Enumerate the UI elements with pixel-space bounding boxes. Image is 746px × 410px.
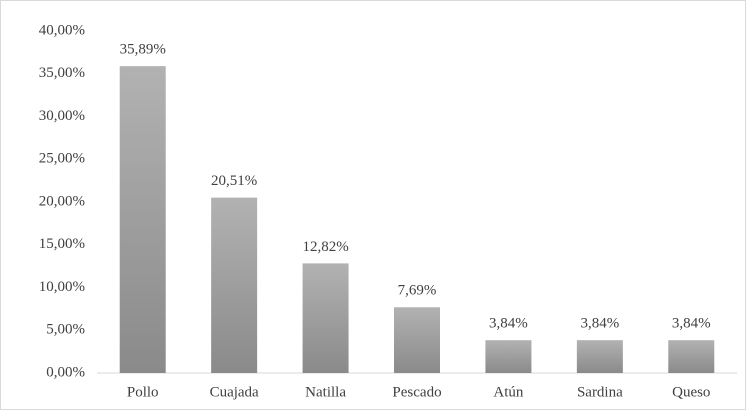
y-tick-label: 25,00% <box>39 151 85 167</box>
data-label: 20,51% <box>211 173 257 189</box>
y-tick-label: 20,00% <box>39 193 85 209</box>
y-tick-label: 40,00% <box>39 22 85 38</box>
x-tick-label: Pescado <box>392 384 441 400</box>
y-tick-label: 30,00% <box>39 108 85 124</box>
data-label: 7,69% <box>398 283 437 299</box>
y-tick-label: 15,00% <box>39 236 85 252</box>
bar <box>485 340 532 373</box>
y-tick-label: 0,00% <box>46 364 85 380</box>
data-label: 12,82% <box>302 239 348 255</box>
x-tick-label: Sardina <box>577 384 623 400</box>
data-label: 3,84% <box>489 316 528 332</box>
bar <box>394 307 440 373</box>
y-tick-label: 10,00% <box>39 279 85 295</box>
x-tick-label: Pollo <box>127 384 159 400</box>
data-label: 35,89% <box>120 42 166 58</box>
data-label: 3,84% <box>580 316 619 332</box>
bar <box>576 340 623 373</box>
bar <box>302 263 349 373</box>
bar <box>119 66 166 373</box>
data-label: 3,84% <box>672 316 711 332</box>
y-tick-label: 35,00% <box>39 65 85 81</box>
x-tick-label: Atún <box>493 384 524 400</box>
x-tick-label: Queso <box>672 384 710 400</box>
x-tick-label: Natilla <box>305 384 346 400</box>
bar <box>668 340 715 373</box>
bar <box>211 197 258 373</box>
x-tick-label: Cuajada <box>210 384 259 400</box>
y-tick-label: 5,00% <box>46 322 85 338</box>
